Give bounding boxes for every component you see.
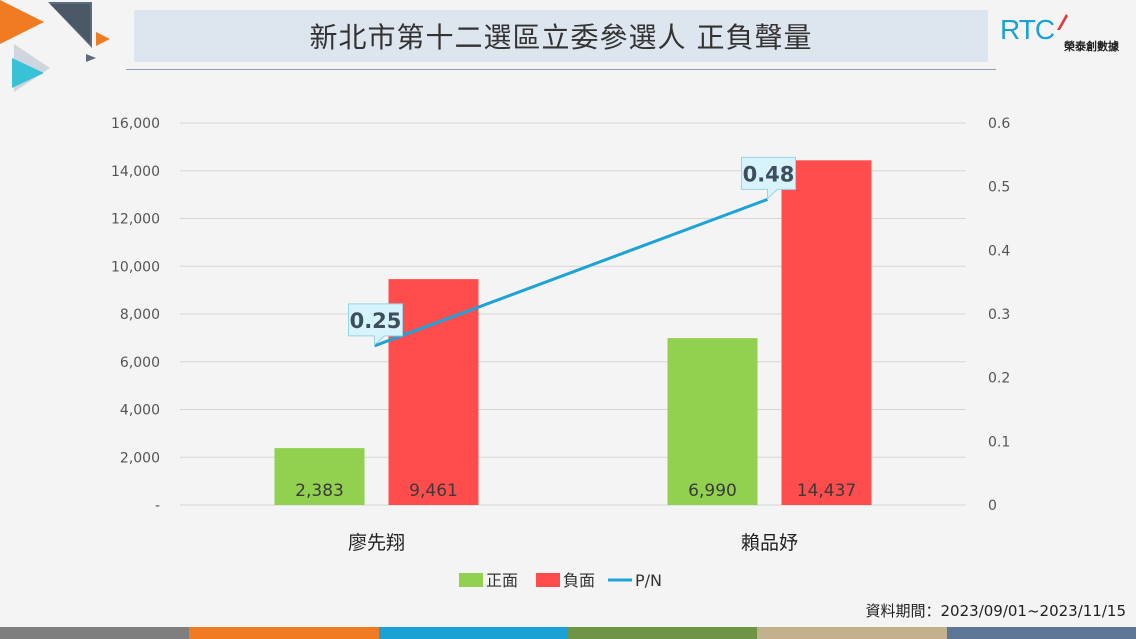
category-label: 賴品妤 bbox=[741, 532, 798, 554]
pen-nib-icon bbox=[1057, 14, 1068, 30]
brand-name: 榮泰創數據 bbox=[1064, 40, 1119, 53]
bar-positive bbox=[274, 448, 365, 505]
y-right-tick-label: 0.6 bbox=[988, 116, 1010, 132]
pn-callout-box bbox=[348, 303, 403, 346]
y-right-tick-label: 0.3 bbox=[988, 307, 1010, 323]
page-title: 新北市第十二選區立委參選人 正負聲量 bbox=[309, 21, 813, 54]
legend-label: P/N bbox=[635, 571, 662, 590]
decorative-logo-shapes bbox=[0, 0, 110, 92]
brand-mark: RTC bbox=[1000, 14, 1055, 45]
pn-data-label: 0.48 bbox=[743, 162, 795, 186]
bottom-bar-segment bbox=[567, 627, 758, 639]
y-left-tick-label: 6,000 bbox=[120, 355, 160, 371]
title-divider bbox=[126, 69, 996, 70]
legend-swatch bbox=[459, 573, 483, 587]
bottom-bar-segment bbox=[946, 627, 1136, 639]
bar-positive bbox=[667, 338, 758, 505]
legend-label: 正面 bbox=[486, 571, 518, 590]
y-left-tick-label: 8,000 bbox=[120, 307, 160, 323]
y-left-tick-label: 12,000 bbox=[111, 212, 160, 228]
bar-negative bbox=[388, 279, 479, 505]
title-banner: 新北市第十二選區立委參選人 正負聲量 bbox=[134, 10, 988, 62]
y-left-tick-label: 2,000 bbox=[120, 450, 160, 466]
y-left-tick-label: 14,000 bbox=[111, 164, 160, 180]
pn-callout-box bbox=[741, 156, 796, 200]
y-right-tick-label: 0.2 bbox=[988, 371, 1010, 387]
y-right-tick-label: 0 bbox=[988, 498, 997, 514]
bar-data-label: 2,383 bbox=[295, 481, 344, 501]
bottom-bar-segment bbox=[0, 627, 190, 639]
y-left-tick-label: 10,000 bbox=[111, 259, 160, 275]
bottom-bar-segment bbox=[378, 627, 568, 639]
legend-swatch bbox=[536, 573, 560, 587]
pn-ratio-line bbox=[373, 197, 769, 348]
y-right-tick-label: 0.1 bbox=[988, 434, 1010, 450]
bar-negative bbox=[781, 160, 872, 505]
y-left-tick-label: 16,000 bbox=[111, 116, 160, 132]
bottom-color-bar bbox=[0, 627, 1136, 639]
y-left-tick-label: 4,000 bbox=[120, 403, 160, 419]
y-right-tick-label: 0.5 bbox=[988, 180, 1010, 196]
bar-data-label: 14,437 bbox=[797, 481, 856, 501]
data-period: 資料期間：2023/09/01~2023/11/15 bbox=[865, 602, 1126, 620]
category-label: 廖先翔 bbox=[348, 532, 405, 554]
legend-label: 負面 bbox=[563, 571, 595, 590]
bottom-bar-segment bbox=[189, 627, 379, 639]
brand-logo: RTC 榮泰創數據 bbox=[998, 12, 1134, 56]
bar-data-label: 6,990 bbox=[688, 481, 737, 501]
bar-data-label: 9,461 bbox=[409, 481, 458, 501]
y-right-tick-label: 0.4 bbox=[988, 243, 1010, 259]
pn-data-label: 0.25 bbox=[350, 309, 402, 333]
bottom-bar-segment bbox=[757, 627, 947, 639]
y-left-tick-label: - bbox=[155, 498, 160, 514]
